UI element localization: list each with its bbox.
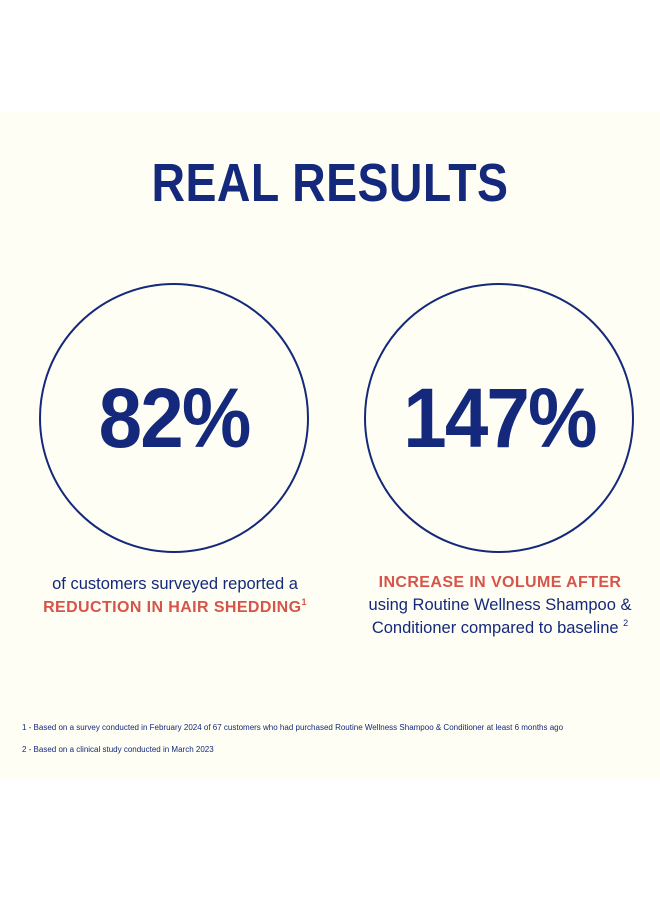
stat-circle-shedding: 82% xyxy=(39,283,309,553)
footnote-ref-2: 2 xyxy=(623,617,629,628)
footnotes: 1 - Based on a survey conducted in Febru… xyxy=(22,717,652,761)
stat-lead-line1-volume: using Routine Wellness Shampoo & xyxy=(368,596,632,614)
stat-highlight-text-shedding: REDUCTION IN HAIR SHEDDING xyxy=(43,599,302,616)
stat-circle-volume: 147% xyxy=(364,283,634,553)
page-title: REAL RESULTS xyxy=(151,153,509,213)
stat-caption-lead-shedding: of customers surveyed reported a xyxy=(52,575,298,593)
stat-lead-line2-volume: Conditioner compared to baseline xyxy=(371,619,619,637)
stat-caption-highlight-volume: INCREASE IN VOLUME AFTER xyxy=(378,574,622,591)
results-card: REAL RESULTS 82% of customers surveyed r… xyxy=(0,112,660,780)
stat-value-volume: 147% xyxy=(402,371,597,465)
stat-caption-volume: INCREASE IN VOLUME AFTER using Routine W… xyxy=(347,571,653,640)
footnote-1: 1 - Based on a survey conducted in Febru… xyxy=(22,723,564,732)
footnote-ref-1: 1 xyxy=(301,596,307,607)
stat-caption-highlight-shedding: REDUCTION IN HAIR SHEDDING1 xyxy=(15,596,335,619)
stat-caption-lead-volume: using Routine Wellness Shampoo & Conditio… xyxy=(347,594,653,640)
footnote-2: 2 - Based on a clinical study conducted … xyxy=(22,745,214,754)
stat-value-shedding: 82% xyxy=(98,371,252,465)
stat-caption-shedding: of customers surveyed reported a REDUCTI… xyxy=(15,573,335,619)
